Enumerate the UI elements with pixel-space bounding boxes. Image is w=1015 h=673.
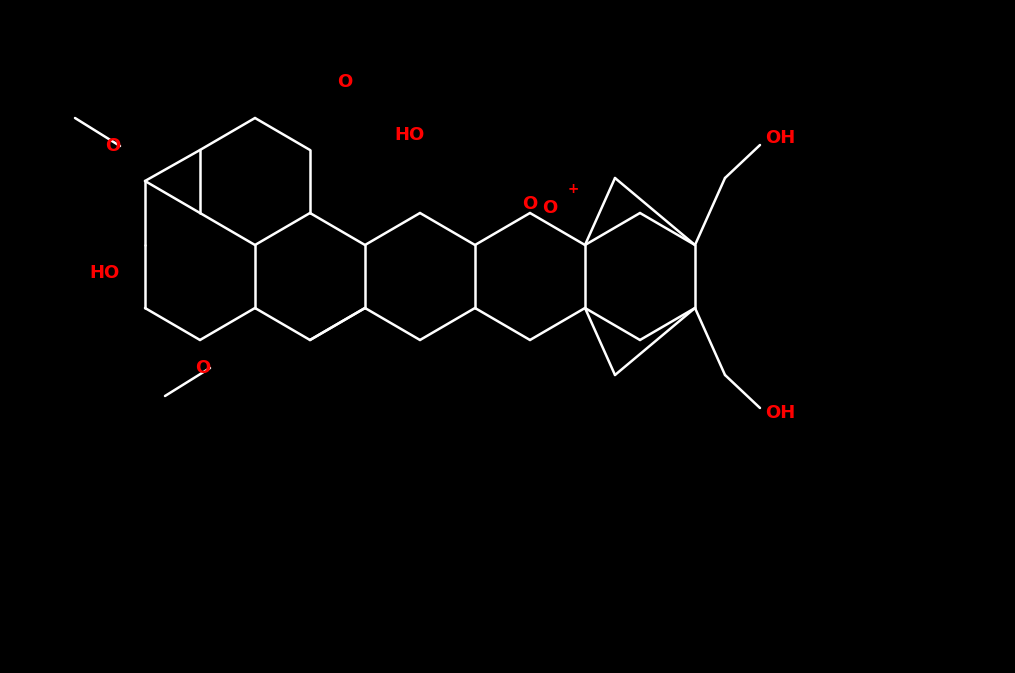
Text: OH: OH [765, 404, 795, 422]
Text: OH: OH [765, 129, 795, 147]
Text: HO: HO [395, 126, 425, 144]
Text: O: O [105, 137, 120, 155]
Text: O: O [542, 199, 557, 217]
Text: +: + [568, 182, 580, 196]
Text: O: O [195, 359, 210, 377]
Text: HO: HO [89, 264, 120, 282]
Text: O: O [523, 195, 538, 213]
Text: O: O [337, 73, 352, 91]
